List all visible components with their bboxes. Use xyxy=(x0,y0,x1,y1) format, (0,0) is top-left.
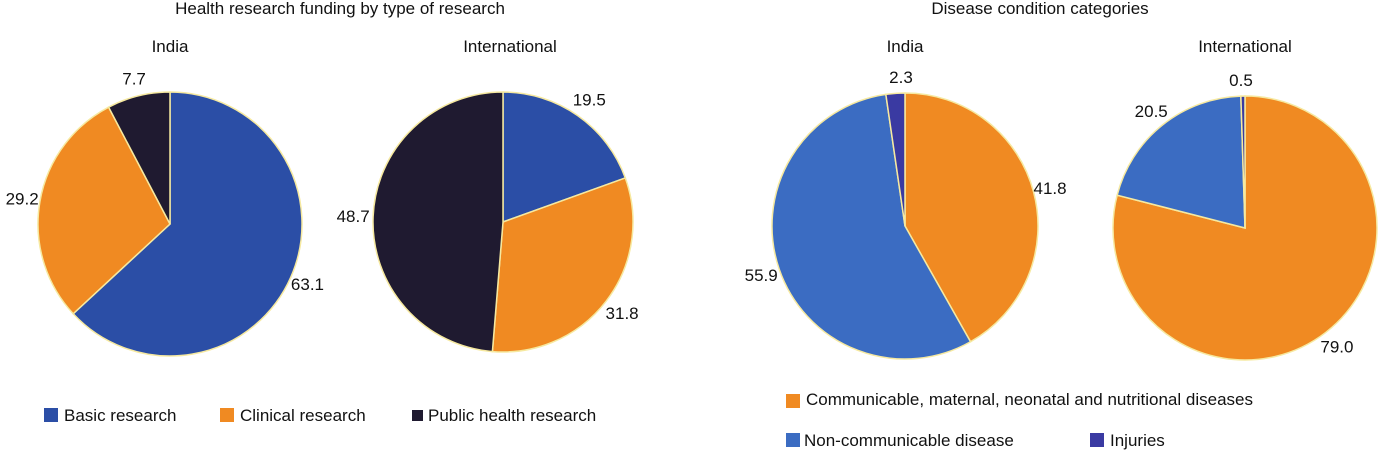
legend-label-noncommunicable: Non-communicable disease xyxy=(804,431,1014,450)
legend-swatch-clinical xyxy=(220,408,234,422)
pie-label-disease-international: International xyxy=(1198,37,1292,56)
pie-data-label: 7.7 xyxy=(122,69,146,88)
legend-label-clinical: Clinical research xyxy=(240,406,366,425)
legend-swatch-basic xyxy=(44,408,58,422)
pie-slice xyxy=(1240,95,1246,229)
pie-slice xyxy=(904,92,1039,343)
pie-label-funding-international: International xyxy=(463,37,557,56)
pie-slice xyxy=(884,92,906,227)
legend-swatch-injuries xyxy=(1090,433,1104,447)
legend-label-injuries: Injuries xyxy=(1110,431,1165,450)
pie-data-label: 31.8 xyxy=(606,304,639,323)
pie-slice xyxy=(107,91,171,225)
pie-slice xyxy=(37,106,171,315)
chart-title-funding: Health research funding by type of resea… xyxy=(175,0,505,18)
pie-data-label: 0.5 xyxy=(1229,71,1253,90)
legend-label-basic: Basic research xyxy=(64,406,176,425)
pie-data-label: 41.8 xyxy=(1034,179,1067,198)
pie-data-label: 79.0 xyxy=(1320,338,1353,357)
pie-slice xyxy=(502,91,627,224)
pie-label-funding-india: India xyxy=(152,37,189,56)
pie-slice xyxy=(72,91,303,357)
pie-data-label: 2.3 xyxy=(889,68,913,87)
pie-slice xyxy=(491,177,634,353)
pie-data-label: 48.7 xyxy=(337,207,370,226)
pie-data-label: 63.1 xyxy=(291,275,324,294)
legend-swatch-public xyxy=(412,410,423,421)
chart-title-disease: Disease condition categories xyxy=(931,0,1148,18)
pie-slice xyxy=(771,93,972,360)
pie-slice xyxy=(1116,95,1246,229)
pie-data-label: 29.2 xyxy=(6,190,39,209)
pie-data-label: 55.9 xyxy=(745,266,778,285)
pie-data-label: 20.5 xyxy=(1135,102,1168,121)
legend-swatch-communicable xyxy=(786,394,800,408)
pie-slice xyxy=(372,91,504,353)
legend-label-communicable: Communicable, maternal, neonatal and nut… xyxy=(806,390,1253,409)
legend-swatch-noncommunicable xyxy=(786,433,800,447)
legend-label-public: Public health research xyxy=(428,406,596,425)
pie-label-disease-india: India xyxy=(887,37,924,56)
pie-data-label: 19.5 xyxy=(573,90,606,109)
